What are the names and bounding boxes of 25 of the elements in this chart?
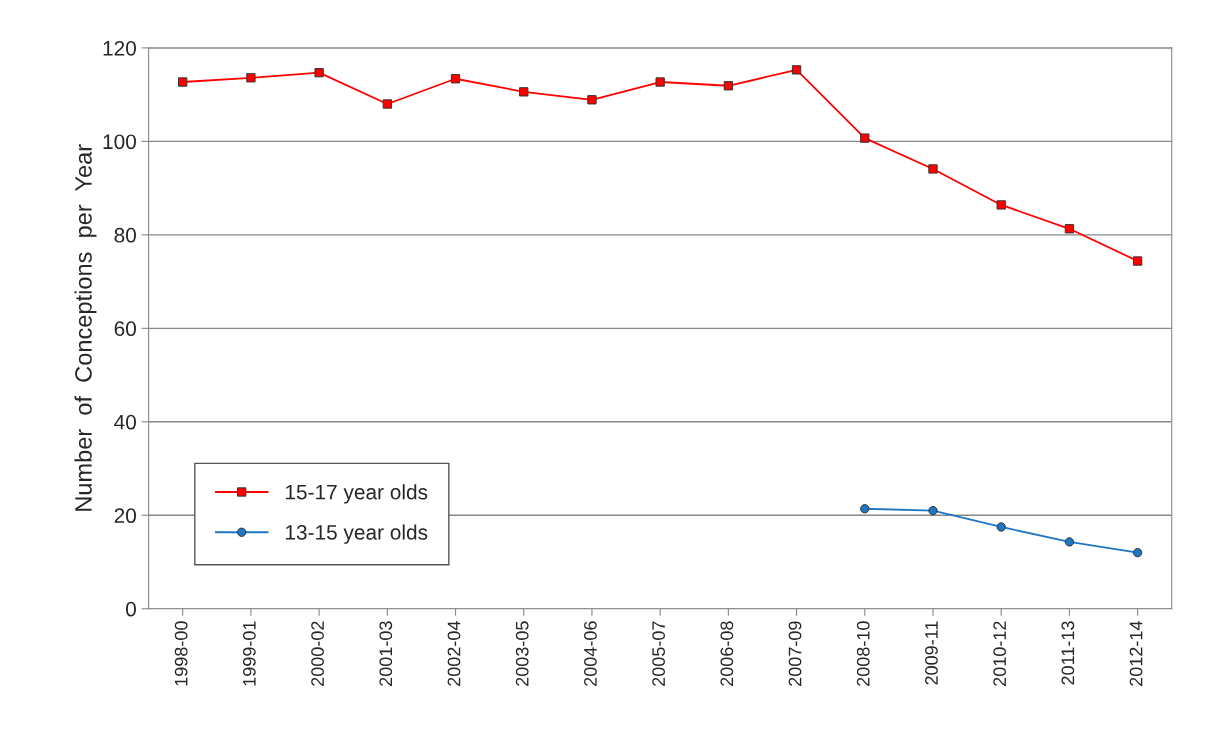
x-tick-label: 2002-04 (447, 621, 461, 686)
x-tick-label: 2007-09 (788, 621, 802, 686)
legend-label: 15-17 year olds (285, 484, 428, 504)
y-tick-label: 20 (114, 508, 136, 524)
y-tick-label: 0 (126, 601, 136, 617)
y-axis-title: Number of Conceptions per Year (74, 144, 97, 511)
x-tick-label: 2000-02 (311, 621, 324, 686)
x-tick-label: 2004-06 (584, 621, 597, 686)
x-tick-label: 1998-00 (174, 621, 188, 686)
x-tick-label: 2006-08 (720, 621, 734, 686)
x-tick-label: 2012-14 (1129, 621, 1143, 686)
y-tick-label: 80 (114, 227, 136, 243)
x-tick-label: 2011-13 (1061, 621, 1075, 685)
x-tick-label: 2003-05 (515, 621, 529, 686)
x-tick-label: 1999-01 (242, 621, 256, 686)
x-tick-label: 2005-07 (652, 621, 665, 686)
x-tick-label: 2001-03 (379, 621, 393, 686)
x-tick-label: 2008-10 (856, 621, 870, 686)
y-tick-label: 120 (103, 40, 136, 56)
y-tick-label: 100 (103, 134, 136, 150)
x-tick-label: 2010-12 (993, 621, 1007, 686)
y-tick-label: 40 (114, 414, 136, 430)
x-tick-label: 2009-11 (925, 621, 938, 685)
y-tick-label: 60 (114, 321, 136, 337)
legend-label: 13-15 year olds (285, 524, 428, 544)
